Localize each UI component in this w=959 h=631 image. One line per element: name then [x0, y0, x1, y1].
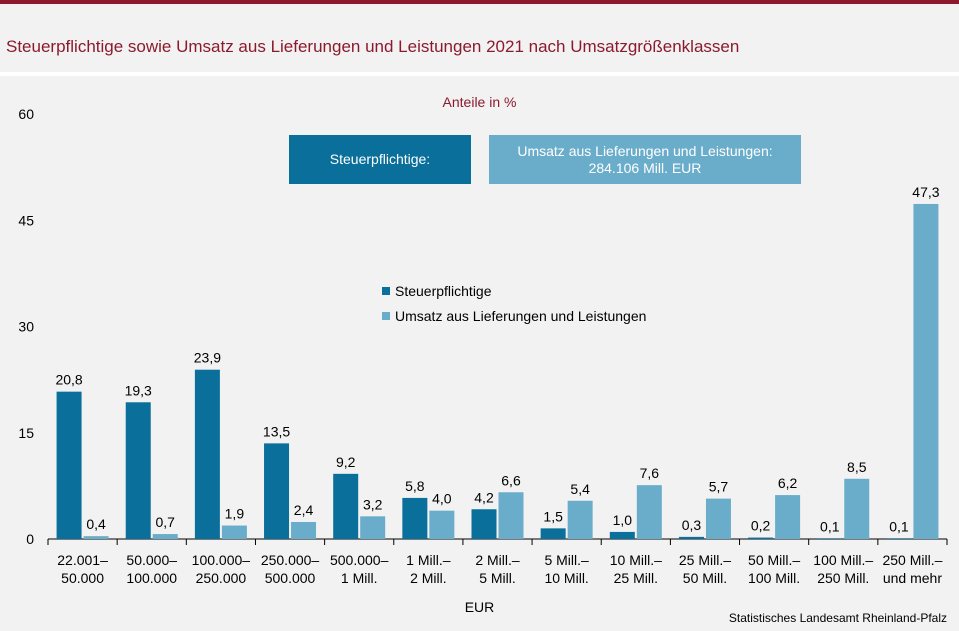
x-tick-label: 100.000: [126, 570, 177, 586]
bar-umsatz: [844, 478, 870, 539]
bar-steuerpflichtige: [56, 391, 82, 539]
legend-label: Umsatz aus Lieferungen und Leistungen: [395, 308, 646, 324]
y-tick-label: 15: [18, 425, 34, 441]
x-tick-label: 500.000: [265, 570, 316, 586]
data-label: 1,0: [613, 512, 633, 528]
bar-umsatz: [429, 510, 455, 539]
source-note: Statistisches Landesamt Rheinland-Pfalz: [728, 611, 947, 625]
x-tick-label: 250.000: [196, 570, 247, 586]
legend-label: Steuerpflichtige: [395, 283, 492, 299]
bar-steuerpflichtige: [609, 531, 635, 539]
data-label: 0,1: [820, 518, 840, 534]
data-label: 2,4: [294, 502, 314, 518]
data-label: 1,5: [543, 508, 563, 524]
bar-umsatz: [291, 522, 317, 539]
steuerpflichtige-box-label: Steuerpflichtige:: [329, 151, 431, 167]
header: Steuerpflichtige sowie Umsatz aus Liefer…: [0, 4, 959, 72]
data-label: 0,1: [889, 518, 909, 534]
x-tick-label: 5 Mill.–: [544, 552, 589, 568]
x-tick-label: 2 Mill.: [410, 570, 447, 586]
bar-umsatz: [705, 498, 731, 539]
bar-umsatz: [221, 525, 247, 539]
data-label: 0,2: [751, 518, 771, 534]
y-tick-label: 45: [18, 212, 34, 228]
data-label: 5,4: [570, 481, 590, 497]
data-label: 6,2: [778, 475, 798, 491]
data-label: 0,3: [682, 517, 702, 533]
x-tick-label: 22.001–: [57, 552, 108, 568]
top-accent-bar: [0, 0, 959, 4]
x-tick-label: 50.000: [61, 570, 104, 586]
y-tick-label: 60: [18, 106, 34, 122]
data-label: 8,5: [847, 459, 867, 475]
data-label: 6,6: [501, 472, 521, 488]
bar-steuerpflichtige: [748, 537, 774, 539]
data-label: 13,5: [263, 423, 290, 439]
bar-steuerpflichtige: [471, 509, 497, 539]
data-label: 20,8: [55, 372, 82, 388]
bar-umsatz: [498, 492, 524, 539]
bar-steuerpflichtige: [333, 473, 359, 539]
data-label: 0,4: [86, 516, 106, 532]
data-label: 7,6: [640, 465, 660, 481]
x-tick-label: 100.000–: [192, 552, 251, 568]
data-label: 4,2: [474, 489, 494, 505]
x-tick-label: 25 Mill.: [614, 570, 658, 586]
data-label: 1,9: [225, 506, 245, 522]
data-label: 23,9: [194, 350, 221, 366]
data-label: 5,8: [405, 478, 425, 494]
x-tick-label: 500.000–: [330, 552, 389, 568]
bar-steuerpflichtige: [194, 369, 220, 539]
bar-umsatz: [83, 536, 109, 539]
bar-umsatz: [913, 203, 939, 540]
bar-umsatz: [360, 516, 386, 539]
data-label: 4,0: [432, 491, 452, 507]
x-tick-label: 100 Mill.: [748, 570, 800, 586]
data-label: 9,2: [336, 454, 356, 470]
bar-umsatz: [567, 500, 593, 539]
x-tick-label: 250 Mill.–: [882, 552, 942, 568]
bar-steuerpflichtige: [886, 538, 912, 539]
bar-steuerpflichtige: [402, 497, 428, 539]
bar-umsatz: [775, 495, 801, 539]
chart-subtitle: Anteile in %: [442, 94, 517, 110]
data-label: 3,2: [363, 496, 383, 512]
bar-umsatz: [636, 485, 662, 539]
legend-swatch-umsatz: [382, 312, 390, 320]
x-tick-label: 50.000–: [126, 552, 177, 568]
x-tick-label: und mehr: [883, 570, 942, 586]
x-tick-label: 250 Mill.: [817, 570, 869, 586]
bar-steuerpflichtige: [540, 528, 566, 539]
y-tick-label: 30: [18, 319, 34, 335]
data-label: 47,3: [912, 184, 939, 200]
x-tick-label: 250.000–: [261, 552, 320, 568]
bar-umsatz: [152, 534, 178, 539]
x-tick-label: 2 Mill.–: [475, 552, 520, 568]
x-tick-label: 100 Mill.–: [813, 552, 873, 568]
x-tick-label: 25 Mill.–: [679, 552, 731, 568]
x-tick-label: 5 Mill.: [479, 570, 516, 586]
x-tick-label: 50 Mill.–: [748, 552, 800, 568]
chart-title: Steuerpflichtige sowie Umsatz aus Liefer…: [6, 37, 740, 56]
bar-steuerpflichtige: [264, 443, 290, 539]
steuerpflichtige-box: Steuerpflichtige:: [289, 135, 471, 184]
data-label: 19,3: [125, 382, 152, 398]
x-tick-label: 10 Mill.–: [610, 552, 662, 568]
x-axis-unit: EUR: [464, 599, 495, 615]
x-tick-label: 1 Mill.: [341, 570, 378, 586]
umsatz-box-label: Umsatz aus Lieferungen und Leistungen:: [517, 142, 773, 159]
bar-steuerpflichtige: [817, 538, 843, 539]
x-tick-label: 1 Mill.–: [406, 552, 451, 568]
bar-steuerpflichtige: [125, 402, 151, 539]
legend-swatch-steuerpflichtige: [382, 287, 390, 295]
x-tick-label: 10 Mill.: [544, 570, 588, 586]
umsatz-box-total: 284.106 Mill. EUR: [588, 159, 702, 176]
data-label: 0,7: [155, 514, 175, 530]
bar-steuerpflichtige: [678, 536, 704, 539]
x-tick-label: 50 Mill.: [683, 570, 727, 586]
data-label: 5,7: [709, 479, 729, 495]
y-tick-label: 0: [26, 531, 34, 547]
umsatz-box: Umsatz aus Lieferungen und Leistungen: 2…: [489, 135, 801, 184]
